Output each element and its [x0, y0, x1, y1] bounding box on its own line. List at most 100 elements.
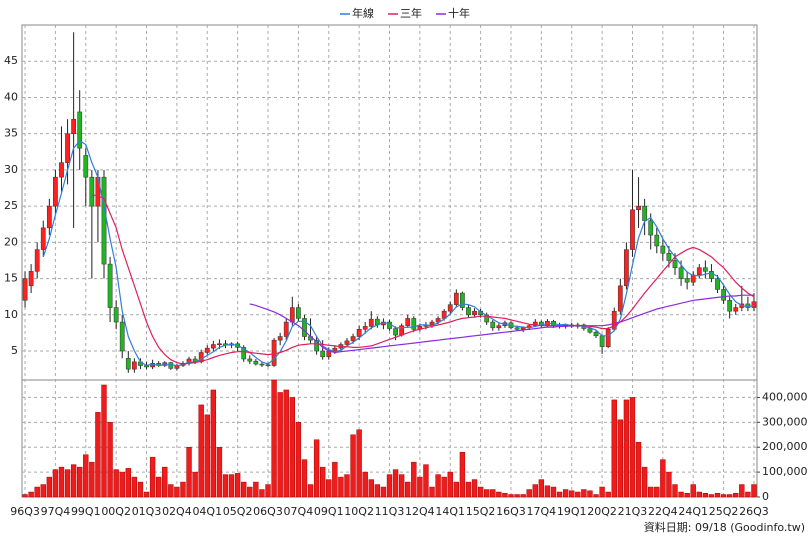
volume-bar: [253, 481, 259, 498]
volume-bar: [356, 429, 362, 498]
candle-body: [302, 318, 307, 337]
volume-bar: [52, 469, 59, 498]
candle-body: [46, 205, 52, 229]
volume-bar: [599, 486, 605, 498]
candle-body: [101, 176, 107, 265]
y-tick-label: 10: [4, 308, 18, 321]
candle-body: [125, 358, 131, 370]
volume-bar: [453, 481, 459, 498]
candle-body: [715, 278, 720, 290]
volume-bar: [635, 441, 642, 498]
candle-body: [678, 267, 684, 279]
volume-bar: [180, 481, 186, 498]
volume-bar: [526, 489, 532, 498]
candle-body: [314, 339, 319, 352]
volume-bar: [28, 491, 34, 498]
volume-bar: [374, 484, 381, 498]
volume-bar: [690, 484, 696, 498]
volume-bar: [168, 484, 174, 498]
candle-body: [289, 307, 295, 323]
x-tick-label: 99Q1: [71, 505, 101, 518]
candle-body: [362, 326, 368, 330]
candle-body: [453, 292, 459, 305]
volume-bar: [386, 474, 393, 498]
y2-tick-label: 0: [762, 490, 769, 503]
volume-bar: [477, 486, 484, 498]
volume-bar: [58, 466, 65, 498]
candle-body: [696, 267, 702, 276]
candle-body: [204, 347, 210, 353]
volume-bar: [307, 484, 314, 498]
volume-bar: [429, 486, 435, 498]
candle-body: [53, 176, 58, 207]
candle-body: [277, 336, 283, 341]
volume-bar: [587, 490, 593, 498]
candle-body: [217, 343, 222, 346]
volume-bar: [216, 446, 223, 498]
volume-bar: [514, 494, 520, 498]
candle-body: [405, 318, 411, 326]
candle-body: [253, 360, 259, 365]
volume-bar: [617, 419, 624, 498]
volume-bar: [64, 469, 71, 498]
candle-body: [666, 252, 672, 261]
ma-line: [91, 194, 755, 365]
candle-body: [22, 278, 28, 301]
volume-bar: [611, 399, 617, 498]
volume-bar: [95, 412, 101, 498]
candle-body: [587, 328, 593, 333]
volume-bar: [46, 476, 53, 498]
volume-bar: [581, 489, 587, 498]
volume-bar: [107, 422, 113, 498]
candle-body: [447, 304, 453, 312]
x-tick-label: 17Q4: [527, 505, 557, 518]
candle-body: [593, 331, 599, 337]
volume-bar: [556, 491, 563, 498]
legend-label: 三年: [400, 6, 422, 20]
legend-label: 十年: [448, 6, 470, 20]
candle-body: [259, 363, 265, 366]
y-tick-label: 40: [4, 90, 18, 103]
volume-bar: [313, 439, 320, 498]
candle-body: [520, 327, 526, 330]
x-tick-label: 02Q4: [162, 505, 192, 518]
candle-body: [393, 328, 398, 336]
volume-bar: [234, 473, 241, 498]
volume-bar: [629, 397, 636, 498]
candle-body: [332, 347, 338, 352]
volume-bar: [490, 489, 496, 498]
y2-tick-label: 200,000: [762, 440, 808, 453]
volume-bar: [131, 476, 138, 498]
y-tick-label: 35: [4, 127, 18, 140]
volume-bar: [465, 481, 472, 498]
candle-body: [751, 301, 757, 308]
candle-body: [605, 329, 611, 347]
candle-body: [532, 321, 538, 326]
volume-bar: [641, 466, 648, 498]
volume-bar: [411, 461, 417, 498]
candle-body: [113, 307, 119, 323]
candle-body: [40, 227, 46, 250]
ma-line: [249, 294, 754, 354]
volume-bar: [459, 451, 466, 498]
candle-body: [684, 278, 690, 283]
volume-bar: [726, 494, 733, 498]
volume-bar: [538, 479, 545, 498]
candle-body: [162, 362, 168, 366]
candle-body: [83, 155, 89, 178]
x-tick-label: 14Q1: [435, 505, 465, 518]
candle-body: [611, 310, 617, 330]
volume-bar: [684, 493, 690, 498]
volume-bar: [550, 486, 557, 498]
candle-body: [617, 285, 623, 312]
candle-body: [65, 133, 70, 163]
volume-bar: [320, 466, 326, 498]
x-tick-label: 97Q4: [41, 505, 71, 518]
volume-bar: [405, 481, 411, 498]
candle-body: [77, 111, 83, 149]
volume-bar: [398, 474, 405, 498]
candle-body: [192, 358, 198, 363]
volume-bar: [623, 399, 630, 498]
volume-bar: [155, 476, 162, 498]
volume-bar: [198, 404, 204, 498]
